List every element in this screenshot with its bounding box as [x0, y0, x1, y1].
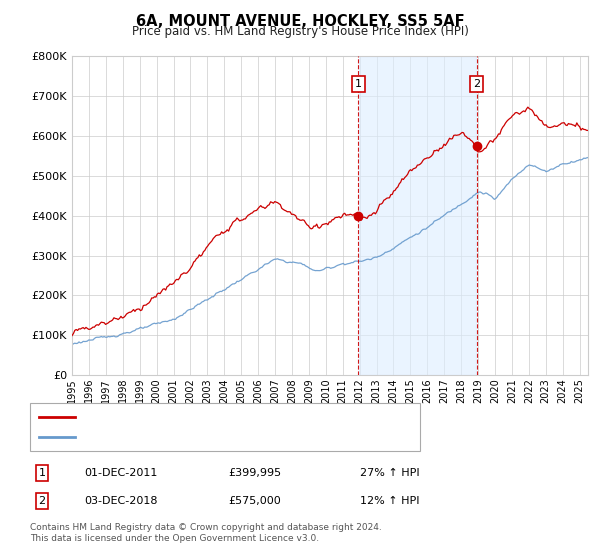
- Text: 27% ↑ HPI: 27% ↑ HPI: [360, 468, 419, 478]
- Text: £575,000: £575,000: [228, 496, 281, 506]
- Text: 6A, MOUNT AVENUE, HOCKLEY, SS5 5AF (detached house): 6A, MOUNT AVENUE, HOCKLEY, SS5 5AF (deta…: [81, 412, 385, 422]
- Text: This data is licensed under the Open Government Licence v3.0.: This data is licensed under the Open Gov…: [30, 534, 319, 543]
- Text: Contains HM Land Registry data © Crown copyright and database right 2024.: Contains HM Land Registry data © Crown c…: [30, 523, 382, 532]
- Text: Price paid vs. HM Land Registry's House Price Index (HPI): Price paid vs. HM Land Registry's House …: [131, 25, 469, 38]
- Text: 6A, MOUNT AVENUE, HOCKLEY, SS5 5AF: 6A, MOUNT AVENUE, HOCKLEY, SS5 5AF: [136, 14, 464, 29]
- Text: £399,995: £399,995: [228, 468, 281, 478]
- Text: 1: 1: [38, 468, 46, 478]
- Text: HPI: Average price, detached house, Rochford: HPI: Average price, detached house, Roch…: [81, 432, 320, 442]
- Text: 2: 2: [473, 79, 480, 89]
- Text: 12% ↑ HPI: 12% ↑ HPI: [360, 496, 419, 506]
- Text: 2: 2: [38, 496, 46, 506]
- Text: 1: 1: [355, 79, 362, 89]
- Text: 03-DEC-2018: 03-DEC-2018: [84, 496, 157, 506]
- Text: 01-DEC-2011: 01-DEC-2011: [84, 468, 157, 478]
